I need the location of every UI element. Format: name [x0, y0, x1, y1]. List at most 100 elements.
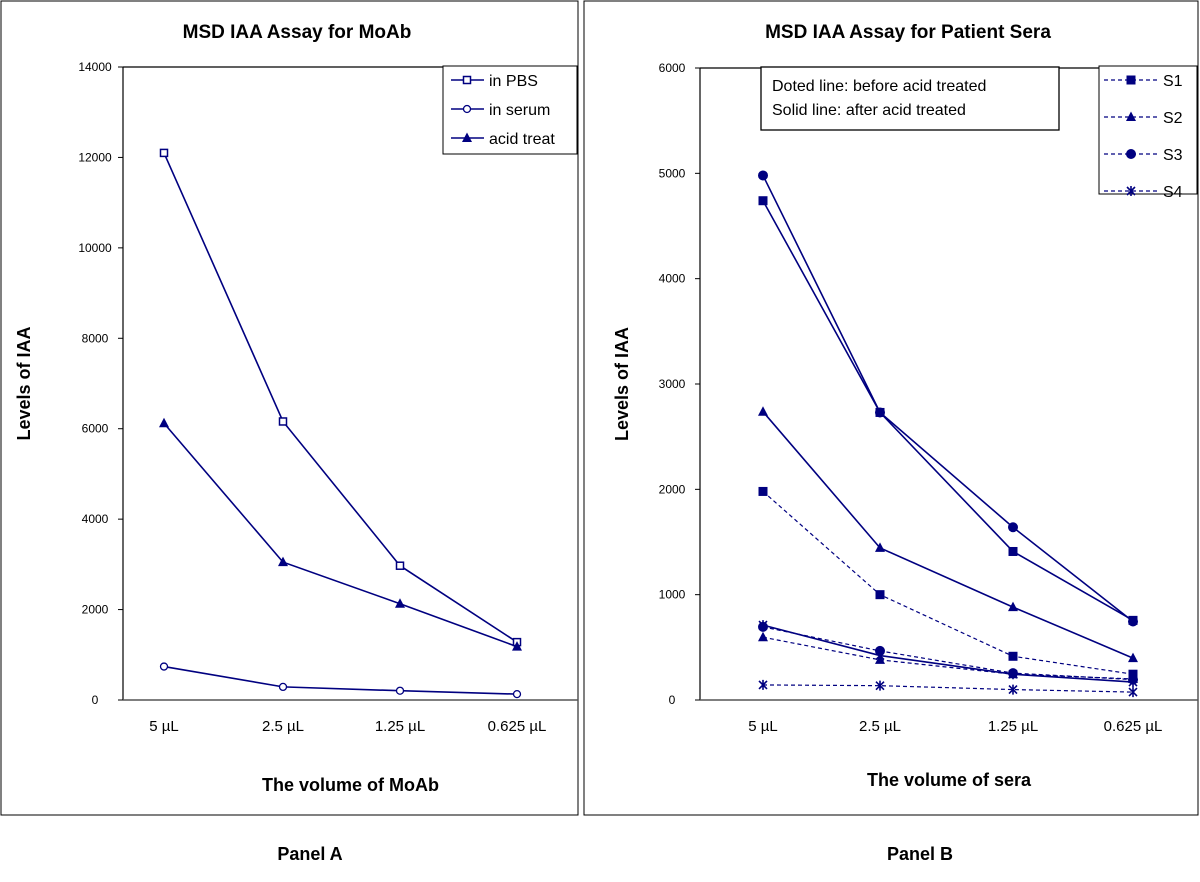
x-axis-label: The volume of MoAb — [262, 775, 439, 795]
y-tick-label: 8000 — [82, 331, 109, 345]
series-line — [762, 624, 1134, 683]
y-tick-label: 6000 — [82, 422, 109, 436]
data-point — [758, 486, 768, 496]
series-line — [762, 636, 1134, 680]
chart-title: MSD IAA Assay for Patient Sera — [765, 22, 1051, 43]
legend-label: in PBS — [489, 73, 538, 90]
legend-label: S3 — [1163, 147, 1183, 164]
series-s3 — [758, 170, 1138, 627]
data-point — [1008, 546, 1018, 556]
series-s1 — [758, 196, 1138, 625]
series-acid-treat — [159, 417, 522, 651]
y-tick-label: 3000 — [659, 377, 686, 391]
series-in-pbs — [159, 148, 522, 647]
legend: in PBS in serum acid treat — [442, 65, 578, 155]
series-line — [163, 152, 518, 643]
panel-label: Panel B — [887, 844, 953, 864]
y-tick-label: 0 — [92, 693, 99, 707]
chart-panel-b: MSD IAA Assay for Patient Sera 0 1000 2000 3… — [583, 0, 1199, 864]
x-tick-label: 0.625 µL — [1104, 718, 1163, 735]
data-point — [1128, 687, 1138, 698]
data-point — [1128, 652, 1138, 663]
data-point — [512, 641, 522, 651]
series-s1-dashed — [758, 486, 1138, 679]
legend-label: S4 — [1163, 184, 1183, 201]
data-point — [758, 620, 768, 631]
data-point — [395, 686, 405, 695]
legend: S1 S2 S3 S4 — [1098, 65, 1198, 201]
data-point — [875, 680, 885, 691]
series-in-serum — [159, 662, 522, 699]
legend-marker — [1126, 111, 1136, 121]
legend-marker — [1126, 75, 1136, 85]
y-tick-label: 2000 — [659, 482, 686, 496]
y-tick-label: 1000 — [659, 588, 686, 602]
series-line — [762, 411, 1134, 659]
y-tick-label: 4000 — [659, 272, 686, 286]
y-tick-label: 10000 — [78, 241, 112, 255]
panel-frame — [583, 0, 1199, 816]
data-point — [1008, 669, 1018, 680]
chart-panel-a: MSD IAA Assay for MoAb 0 2000 4000 6000 8000 1… — [0, 0, 579, 864]
y-tick-label: 6000 — [659, 61, 686, 75]
data-point — [159, 417, 169, 428]
data-point — [758, 406, 768, 416]
data-point — [1008, 522, 1018, 533]
data-point — [395, 561, 405, 570]
series-s4 — [758, 620, 1138, 688]
panel-frame — [0, 0, 579, 816]
x-tick-label: 2.5 µL — [262, 718, 304, 735]
x-tick-label: 1.25 µL — [375, 718, 425, 735]
data-point — [159, 662, 169, 671]
y-axis-label: Levels of IAA — [14, 326, 34, 440]
x-axis-label: The volume of sera — [867, 770, 1032, 790]
y-tick-label: 14000 — [78, 60, 112, 74]
series-line — [762, 490, 1134, 675]
data-point — [758, 631, 768, 642]
data-point — [278, 417, 288, 426]
data-point — [758, 196, 768, 206]
series-line — [163, 422, 518, 648]
data-point — [875, 407, 885, 418]
data-point — [1008, 651, 1018, 661]
series-line — [762, 200, 1134, 622]
data-point — [1128, 677, 1138, 688]
x-tick-label: 5 µL — [748, 718, 778, 735]
data-point — [758, 679, 768, 690]
data-point — [512, 689, 522, 699]
annotation-box: Doted line: before acid treated Solid lin… — [760, 66, 1060, 131]
chart-title: MSD IAA Assay for MoAb — [183, 22, 412, 43]
x-tick-label: 0.625 µL — [488, 718, 547, 735]
x-tick-label: 1.25 µL — [988, 718, 1038, 735]
series-s3-dashed — [758, 621, 1138, 685]
data-point — [875, 542, 885, 552]
data-point — [875, 650, 885, 661]
legend-box — [1098, 65, 1198, 195]
legend-marker — [462, 104, 472, 114]
series-s4-dashed — [758, 679, 1138, 698]
series-line — [163, 665, 518, 695]
y-tick-label: 0 — [669, 693, 676, 707]
legend-marker — [1126, 186, 1136, 196]
panel-label: Panel A — [277, 844, 342, 864]
legend-label: S1 — [1163, 73, 1183, 90]
data-point — [875, 590, 885, 600]
legend-label: in serum — [489, 102, 550, 119]
annotation-text: Solid line: after acid treated — [772, 102, 966, 119]
y-axis-label: Levels of IAA — [612, 327, 632, 441]
series-line — [762, 175, 1134, 623]
series-line — [762, 684, 1134, 693]
legend-marker — [1126, 149, 1136, 159]
y-tick-label: 4000 — [82, 512, 109, 526]
data-point — [278, 682, 288, 692]
data-point — [278, 556, 288, 567]
y-tick-label: 12000 — [78, 150, 112, 164]
y-tick-label: 5000 — [659, 166, 686, 180]
annotation-frame — [760, 66, 1060, 131]
series-line — [762, 626, 1134, 681]
series-s2 — [758, 406, 1138, 663]
data-point — [159, 148, 169, 158]
annotation-text: Doted line: before acid treated — [772, 78, 986, 95]
y-tick-label: 2000 — [82, 603, 109, 617]
